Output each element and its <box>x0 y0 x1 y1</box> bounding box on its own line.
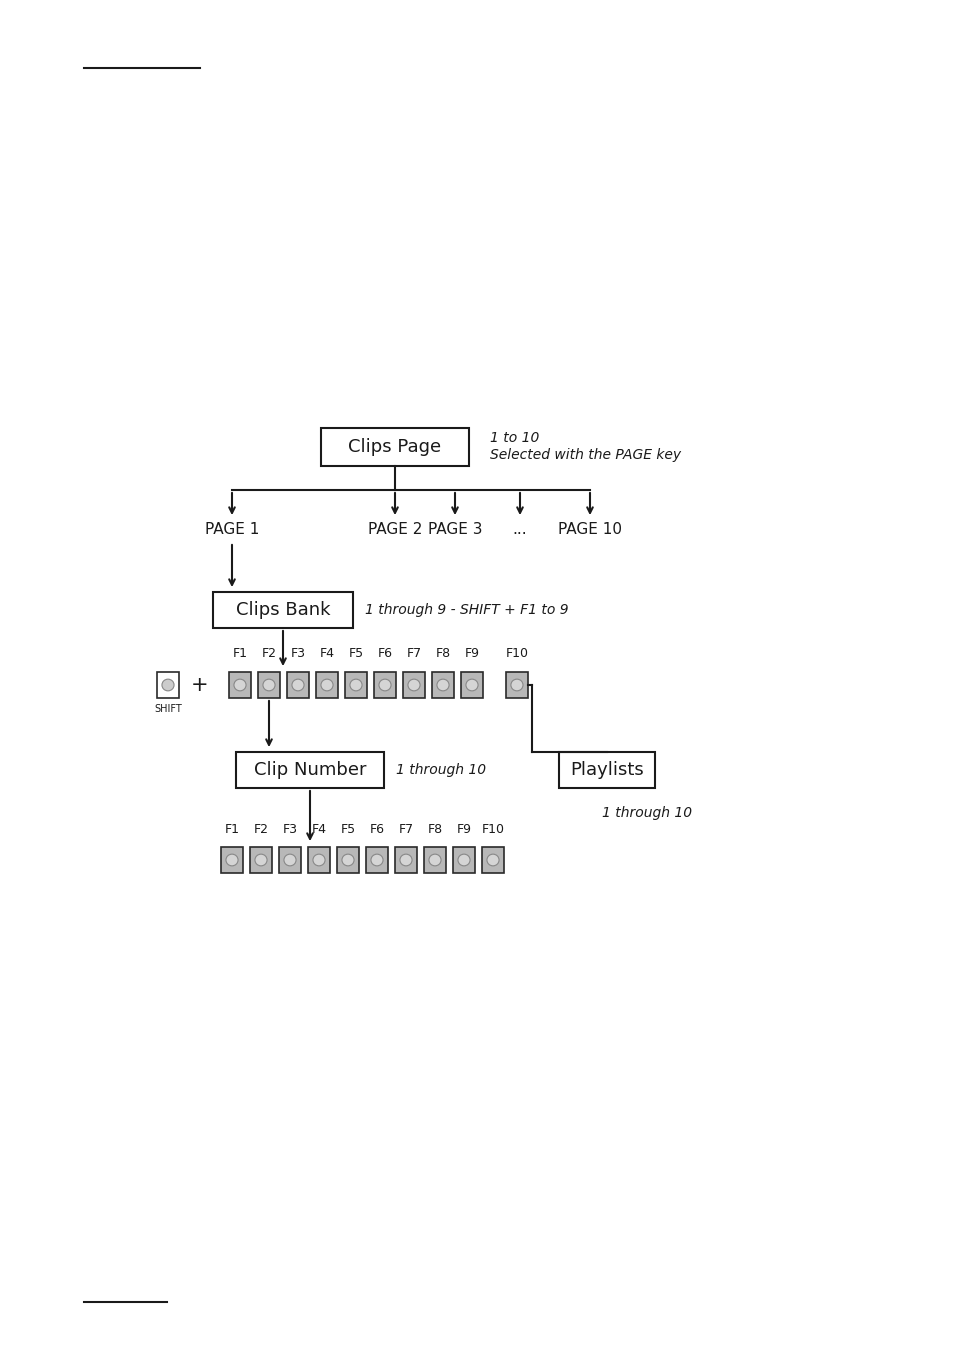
Text: PAGE 10: PAGE 10 <box>558 522 621 537</box>
Bar <box>402 672 424 697</box>
Text: 1 to 10: 1 to 10 <box>490 430 538 445</box>
Text: 1 through 10: 1 through 10 <box>601 805 691 820</box>
Ellipse shape <box>162 679 173 691</box>
Text: Playlists: Playlists <box>570 761 643 778</box>
Ellipse shape <box>465 679 477 691</box>
Ellipse shape <box>284 854 295 866</box>
Bar <box>374 672 395 697</box>
Ellipse shape <box>457 854 470 866</box>
Text: PAGE 2: PAGE 2 <box>368 522 422 537</box>
Ellipse shape <box>350 679 362 691</box>
Text: F10: F10 <box>481 823 504 836</box>
Text: 1 through 10: 1 through 10 <box>395 764 486 777</box>
Bar <box>460 672 482 697</box>
Text: F9: F9 <box>456 823 471 836</box>
Ellipse shape <box>341 854 354 866</box>
Bar <box>432 672 454 697</box>
Text: PAGE 1: PAGE 1 <box>205 522 259 537</box>
Text: Selected with the PAGE key: Selected with the PAGE key <box>490 448 680 461</box>
Text: F10: F10 <box>505 648 528 660</box>
Ellipse shape <box>436 679 449 691</box>
Bar <box>278 847 301 873</box>
Ellipse shape <box>429 854 440 866</box>
Bar <box>320 428 469 465</box>
Text: +: + <box>191 674 209 695</box>
Text: F5: F5 <box>348 648 363 660</box>
Text: Clip Number: Clip Number <box>253 761 366 778</box>
Text: F2: F2 <box>253 823 268 836</box>
Text: F2: F2 <box>261 648 276 660</box>
Bar <box>366 847 388 873</box>
Bar <box>423 847 446 873</box>
Bar <box>558 751 655 788</box>
Text: F7: F7 <box>406 648 421 660</box>
Bar <box>308 847 330 873</box>
Ellipse shape <box>511 679 522 691</box>
Text: F6: F6 <box>377 648 392 660</box>
Bar <box>505 672 527 697</box>
Bar <box>221 847 243 873</box>
Ellipse shape <box>313 854 325 866</box>
Text: PAGE 3: PAGE 3 <box>427 522 482 537</box>
Text: 1 through 9 - SHIFT + F1 to 9: 1 through 9 - SHIFT + F1 to 9 <box>365 603 568 616</box>
Ellipse shape <box>233 679 246 691</box>
Ellipse shape <box>378 679 391 691</box>
Bar <box>481 847 503 873</box>
Bar <box>157 672 179 697</box>
Bar <box>395 847 416 873</box>
Text: F1: F1 <box>233 648 247 660</box>
Text: Clips Page: Clips Page <box>348 438 441 456</box>
Text: Clips Bank: Clips Bank <box>235 602 330 619</box>
Text: F7: F7 <box>398 823 414 836</box>
Text: F3: F3 <box>282 823 297 836</box>
Text: F8: F8 <box>427 823 442 836</box>
Bar <box>336 847 358 873</box>
Bar <box>257 672 280 697</box>
Ellipse shape <box>263 679 274 691</box>
Ellipse shape <box>408 679 419 691</box>
Bar <box>287 672 309 697</box>
Bar <box>315 672 337 697</box>
Text: F3: F3 <box>291 648 305 660</box>
Bar <box>213 592 353 629</box>
Text: F5: F5 <box>340 823 355 836</box>
Text: F6: F6 <box>369 823 384 836</box>
Bar <box>250 847 272 873</box>
Bar <box>345 672 367 697</box>
Bar <box>229 672 251 697</box>
Text: F4: F4 <box>319 648 335 660</box>
Text: ...: ... <box>512 522 527 537</box>
Ellipse shape <box>226 854 238 866</box>
Ellipse shape <box>292 679 304 691</box>
Ellipse shape <box>254 854 267 866</box>
Text: F4: F4 <box>312 823 326 836</box>
Text: SHIFT: SHIFT <box>154 704 182 714</box>
Bar <box>453 847 475 873</box>
Text: F8: F8 <box>435 648 450 660</box>
Ellipse shape <box>371 854 383 866</box>
Text: F9: F9 <box>464 648 479 660</box>
Ellipse shape <box>486 854 498 866</box>
Ellipse shape <box>320 679 333 691</box>
Bar <box>235 751 384 788</box>
Ellipse shape <box>399 854 412 866</box>
Text: F1: F1 <box>224 823 239 836</box>
